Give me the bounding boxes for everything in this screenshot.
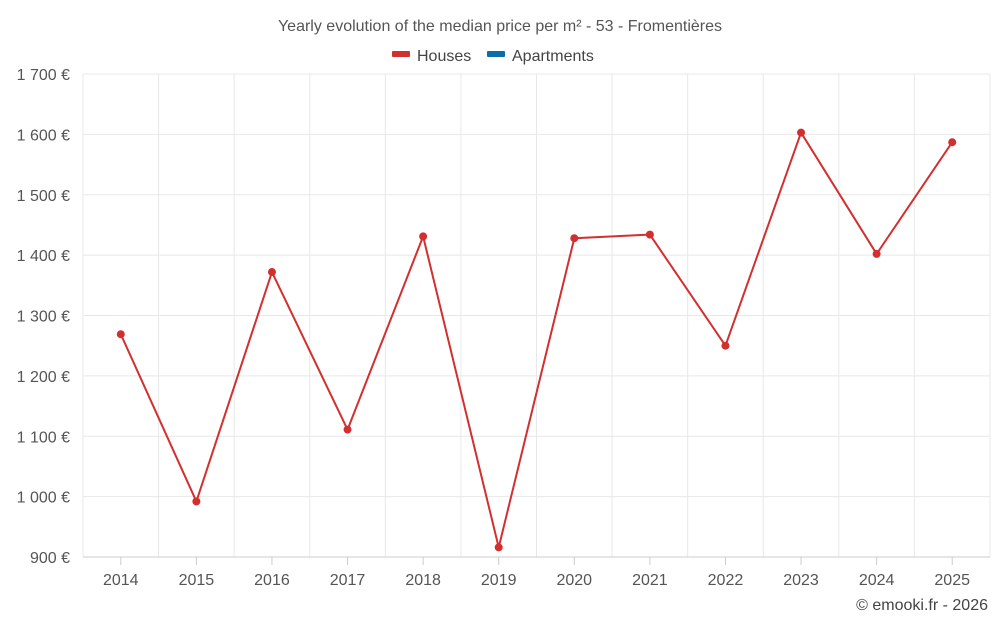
legend-item-houses[interactable]: Houses (392, 48, 471, 65)
legend-swatch-houses (392, 51, 410, 57)
data-point[interactable] (116, 330, 125, 339)
data-point[interactable] (343, 425, 352, 434)
x-tick-label: 2017 (330, 572, 366, 589)
x-axis-ticks: 2014 2015 2016 2017 2018 2019 2020 2021 2022 2023… (103, 557, 970, 589)
y-tick-label: 1 600 € (17, 127, 70, 144)
x-tick-label: 2023 (783, 572, 819, 589)
data-point[interactable] (267, 268, 276, 277)
x-tick-label: 2020 (556, 572, 592, 589)
y-tick-label: 1 400 € (17, 248, 70, 265)
legend-label-houses: Houses (417, 48, 471, 65)
x-tick-label: 2025 (934, 572, 970, 589)
data-point[interactable] (192, 497, 201, 506)
series-line-houses (119, 131, 954, 549)
y-tick-label: 1 700 € (17, 67, 70, 84)
data-point[interactable] (570, 234, 579, 243)
y-tick-label: 1 500 € (17, 188, 70, 205)
y-tick-label: 1 300 € (17, 309, 70, 326)
x-tick-label: 2019 (481, 572, 517, 589)
data-point[interactable] (872, 249, 881, 258)
x-tick-label: 2016 (254, 572, 290, 589)
y-tick-label: 1 100 € (17, 429, 70, 446)
data-point[interactable] (948, 138, 957, 147)
credit: © emooki.fr - 2026 (856, 597, 988, 614)
x-tick-label: 2022 (708, 572, 744, 589)
y-tick-label: 1 000 € (17, 490, 70, 507)
data-point[interactable] (721, 341, 730, 350)
data-point[interactable] (797, 128, 806, 137)
grid (82, 73, 991, 557)
x-tick-label: 2015 (179, 572, 215, 589)
legend: Houses Apartments (392, 48, 594, 65)
data-point[interactable] (645, 230, 654, 239)
x-tick-label: 2014 (103, 572, 139, 589)
y-tick-label: 900 € (30, 550, 70, 567)
legend-label-apartments: Apartments (512, 48, 594, 65)
y-axis-ticks: 900 € 1 000 € 1 100 € 1 200 € 1 300 € 1 400 €… (17, 67, 70, 567)
y-tick-label: 1 200 € (17, 369, 70, 386)
x-tick-label: 2021 (632, 572, 668, 589)
data-point[interactable] (494, 543, 503, 552)
x-tick-label: 2024 (859, 572, 895, 589)
series (116, 128, 957, 552)
chart-title: Yearly evolution of the median price per… (278, 18, 722, 35)
legend-item-apartments[interactable]: Apartments (487, 48, 594, 65)
x-tick-label: 2018 (405, 572, 441, 589)
legend-swatch-apartments (487, 51, 505, 57)
data-point[interactable] (419, 232, 428, 241)
